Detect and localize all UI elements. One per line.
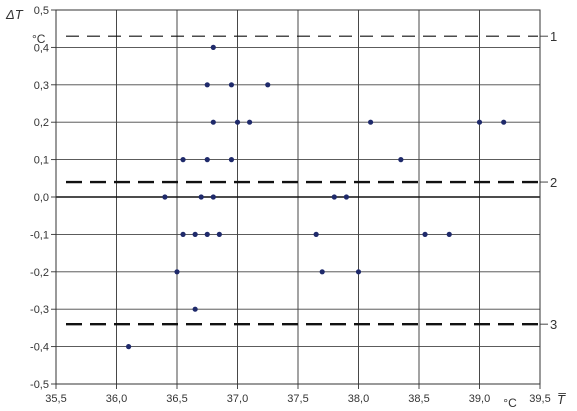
y-tick-label: -0,3 — [30, 304, 49, 316]
reference-lines: 1 2 3 — [66, 29, 557, 332]
data-point — [192, 306, 198, 312]
data-point — [204, 82, 210, 88]
y-tick-label: 0,1 — [34, 155, 49, 167]
data-point — [210, 44, 216, 51]
data-point — [368, 119, 374, 125]
x-tick-label: 36,5 — [166, 393, 187, 405]
data-point — [162, 194, 168, 200]
data-point — [398, 157, 404, 163]
reference-line-label: 2 — [550, 175, 557, 190]
data-point — [247, 119, 253, 125]
y-axis-unit: °C — [32, 32, 46, 46]
data-point — [228, 157, 235, 163]
data-point — [180, 231, 186, 237]
y-tick-label: -0,1 — [30, 229, 49, 241]
axes — [51, 9, 541, 389]
data-point — [343, 194, 349, 200]
data-point — [476, 119, 483, 125]
reference-line-label: 3 — [550, 317, 557, 332]
y-tick-label: -0,2 — [30, 267, 49, 279]
y-tick-label: 0,3 — [34, 80, 49, 92]
data-point — [355, 269, 362, 275]
y-tick-label: 0,2 — [34, 117, 49, 129]
reference-line-label: 1 — [550, 29, 557, 44]
x-tick-label: 38,5 — [408, 393, 429, 405]
y-tick-label: -0,4 — [30, 342, 49, 354]
x-tick-label: 36,0 — [106, 393, 127, 405]
data-point — [331, 194, 337, 200]
x-axis-unit: °C — [503, 396, 517, 410]
data-point — [198, 194, 204, 200]
data-point — [180, 157, 186, 163]
y-tick-label: 0,4 — [34, 42, 49, 54]
data-point — [234, 119, 241, 125]
y-tick-label: 0,5 — [34, 5, 49, 17]
data-point — [204, 157, 210, 163]
data-point — [210, 119, 216, 125]
data-point — [319, 269, 325, 275]
x-tick-label: 37,5 — [287, 393, 308, 405]
x-tick-label: 39,5 — [529, 393, 550, 405]
y-tick-label: -0,5 — [30, 379, 49, 391]
x-axis-title: T̅ — [557, 392, 566, 407]
data-point — [210, 194, 216, 200]
data-point — [265, 82, 271, 88]
x-tick-label: 37,0 — [227, 393, 248, 405]
data-point — [446, 231, 452, 237]
y-tick-label: 0,0 — [34, 192, 49, 204]
data-point — [174, 269, 180, 275]
y-axis-title: ΔT — [5, 7, 24, 22]
tick-labels: -0,5 -0,4 -0,3 -0,2 -0,1 0,0 0,1 0,2 0,3 0,4 0,5 35… — [30, 5, 551, 405]
data-point — [313, 231, 319, 237]
data-point — [216, 231, 222, 237]
data-point — [126, 344, 132, 350]
x-tick-label: 39,0 — [469, 393, 490, 405]
grid — [55, 9, 541, 385]
data-point — [192, 231, 198, 237]
x-tick-label: 35,5 — [45, 393, 66, 405]
data-point — [204, 231, 210, 237]
x-tick-label: 38,0 — [348, 393, 369, 405]
data-point — [422, 231, 428, 237]
data-point — [228, 82, 235, 88]
data-point — [501, 119, 507, 125]
data-points — [126, 44, 507, 350]
